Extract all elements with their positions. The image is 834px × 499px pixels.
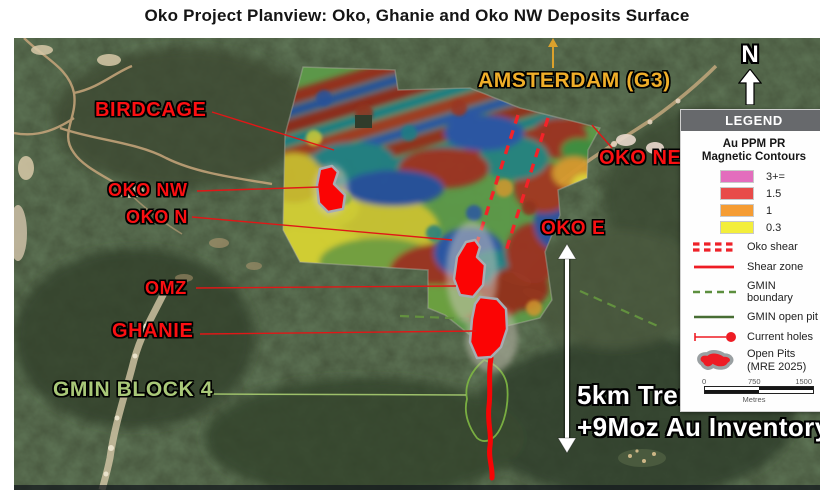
legend-item-oko-shear: Oko shear (692, 240, 820, 254)
contour-item: 1.5 (720, 187, 820, 200)
label-oko-e: OKO E (541, 218, 606, 239)
contour-swatch-yellow (720, 221, 754, 234)
contour-swatch-pink (720, 170, 754, 183)
leader-lines (191, 111, 613, 335)
legend-item-open-pits: Open Pits (MRE 2025) (692, 348, 820, 374)
clearing-patches (14, 45, 262, 282)
oko-shear-glyph-icon (693, 242, 737, 252)
gmin-open-pit-glyph-icon (694, 315, 734, 319)
trend-line2: +9Moz Au Inventory (577, 412, 820, 442)
legend-item-gmin-boundary: GMIN boundary (692, 280, 820, 304)
trend-double-arrow (557, 243, 577, 454)
magnetic-overlay-edge (282, 66, 602, 336)
scale-tick-750: 750 (748, 377, 761, 386)
open-pit-ghanie (468, 295, 509, 360)
label-amsterdam: AMSTERDAM (G3) (478, 69, 671, 92)
scale-tick-0: 0 (702, 377, 707, 386)
label-oko-ne: OKO NE (599, 147, 682, 169)
open-pits-group (315, 164, 509, 360)
north-indicator: N (732, 43, 768, 105)
shear-zone-line (486, 355, 495, 481)
contour-item: 1 (720, 204, 820, 217)
current-holes-glyph-icon (694, 332, 736, 342)
label-oko-n: OKO N (126, 207, 189, 227)
shear-zone-glyph-icon (694, 265, 734, 269)
open-pit-oko (452, 238, 487, 299)
amsterdam-arrow-icon (548, 38, 558, 68)
scale-bar: 0 750 1500 Metres (688, 377, 820, 404)
scale-unit: Metres (742, 395, 766, 404)
contour-item: 0.3 (720, 221, 820, 234)
scale-bar-graphic (704, 386, 814, 394)
legend-item-gmin-open-pit: GMIN open pit (692, 310, 820, 324)
legend-item-current-holes: Current holes (692, 330, 820, 344)
contour-item: 3+= (720, 170, 820, 183)
page-title: Oko Project Planview: Oko, Ghanie and Ok… (144, 6, 690, 25)
contour-swatch-orange (720, 204, 754, 217)
legend-title: LEGEND (681, 110, 820, 131)
legend-subtitle: Au PPM PR Magnetic Contours (701, 138, 807, 163)
legend-item-shear-zone: Shear zone (692, 260, 820, 274)
gmin-block4-leader-line (204, 393, 467, 396)
open-pit-oko-nw (315, 164, 347, 214)
north-arrow-icon (738, 69, 762, 105)
label-ghanie: GHANIE (112, 320, 194, 342)
label-oko-nw: OKO NW (108, 180, 188, 200)
contour-swatch-red (720, 187, 754, 200)
village-patch (618, 449, 666, 467)
legend-panel: LEGEND Au PPM PR Magnetic Contours 3+= 1… (680, 109, 820, 412)
label-omz: OMZ (145, 278, 187, 298)
map-canvas: BIRDCAGE OKO NW OKO N OMZ GHANIE GMIN BL… (14, 38, 820, 490)
north-label: N (741, 41, 759, 68)
scale-tick-1500: 1500 (795, 377, 812, 386)
label-gmin-block4: GMIN BLOCK 4 (53, 378, 214, 401)
open-pits-glyph-icon (697, 350, 734, 370)
open-pits-label: Open Pits (MRE 2025) (747, 348, 807, 373)
gmin-boundary-glyph-icon (693, 290, 737, 294)
label-birdcage: BIRDCAGE (95, 99, 207, 121)
